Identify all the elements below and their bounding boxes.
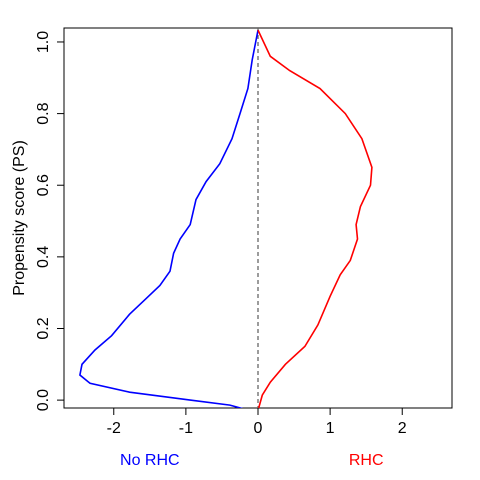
density-curve	[79, 29, 259, 408]
density-curve	[257, 29, 373, 408]
y-tick-label: 0.8	[35, 102, 52, 124]
y-tick-label: 0.4	[35, 246, 52, 268]
y-tick-label: 1.0	[35, 31, 52, 53]
x-tick-label: 2	[398, 420, 407, 437]
y-axis-title: Propensity score (PS)	[11, 140, 28, 296]
x-tick-label: -2	[107, 420, 121, 437]
y-tick-label: 0.6	[35, 174, 52, 196]
x-tick-label: 1	[326, 420, 335, 437]
legend-label: No RHC	[120, 452, 180, 469]
x-tick-label: 0	[254, 420, 263, 437]
legend-label: RHC	[349, 452, 384, 469]
y-tick-label: 0.0	[35, 389, 52, 411]
x-tick-label: -1	[179, 420, 193, 437]
y-tick-label: 0.2	[35, 317, 52, 339]
